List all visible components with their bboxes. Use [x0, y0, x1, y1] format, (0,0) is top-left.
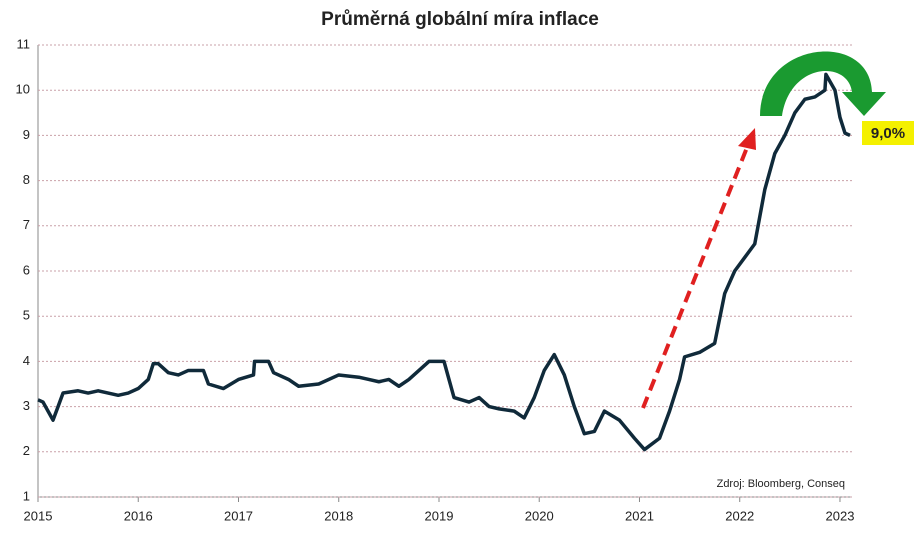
y-tick-label: 2: [23, 443, 30, 458]
trend-arrow: [641, 139, 752, 409]
y-tick-label: 4: [23, 353, 30, 368]
y-tick-label: 11: [17, 36, 31, 51]
x-tick-label: 2021: [625, 508, 654, 523]
source-note: Zdroj: Bloomberg, Conseq: [717, 478, 845, 490]
data-line: [37, 72, 851, 452]
y-tick-label: 8: [23, 172, 30, 187]
y-tick-label: 3: [23, 398, 30, 413]
x-tick-label: 2017: [224, 508, 253, 523]
x-tick-label: 2023: [826, 508, 855, 523]
y-tick-label: 1: [23, 488, 30, 503]
value-badge: [862, 121, 914, 145]
y-tick-label: 5: [23, 308, 30, 323]
x-tick-label: 2015: [24, 508, 53, 523]
y-tick-label: 9: [23, 127, 30, 142]
x-tick-label: 2020: [525, 508, 554, 523]
last-value-label: 9,0%: [871, 125, 905, 142]
y-tick-label: 7: [23, 217, 30, 232]
x-tick-label: 2019: [425, 508, 454, 523]
trend-arrow-head: [738, 128, 756, 150]
peak-arrow: [760, 51, 886, 116]
x-tick-label: 2018: [324, 508, 353, 523]
y-tick-label: 6: [23, 262, 30, 277]
x-tick-label: 2022: [725, 508, 754, 523]
y-tick-label: 10: [16, 82, 30, 97]
x-tick-label: 2016: [124, 508, 153, 523]
chart-title: Průměrná globální míra inflace: [321, 9, 599, 30]
